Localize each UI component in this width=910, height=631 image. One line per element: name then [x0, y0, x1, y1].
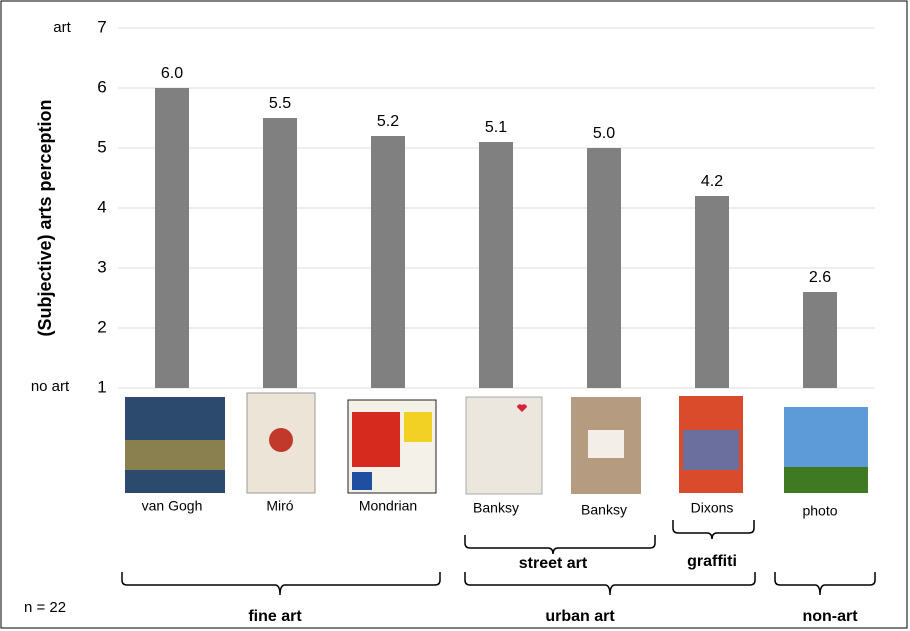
bar	[695, 196, 729, 388]
group-label: fine art	[248, 608, 302, 625]
bar	[155, 88, 189, 388]
image	[517, 404, 527, 412]
y-axis-title: (Subjective) arts perception	[35, 99, 55, 336]
y-tick-label: 2	[97, 317, 106, 336]
image	[588, 430, 624, 458]
value-label: 5.2	[377, 113, 399, 130]
group-label: non-art	[802, 608, 858, 625]
y-tick-label: 7	[97, 17, 106, 36]
y-end-label: art	[53, 19, 71, 36]
image	[125, 440, 225, 470]
y-end-label: no art	[31, 378, 70, 395]
category-label: van Gogh	[142, 498, 203, 514]
image	[246, 392, 316, 494]
bar	[479, 142, 513, 388]
value-label: 6.0	[161, 65, 183, 82]
group-label: street art	[519, 555, 588, 572]
brace	[464, 535, 656, 555]
y-tick-label: 6	[97, 77, 106, 96]
bar	[803, 292, 837, 388]
group-label: urban art	[545, 608, 615, 625]
category-label: Banksy	[581, 502, 627, 518]
image	[465, 396, 543, 495]
sample-size-note: n = 22	[24, 599, 66, 616]
value-label: 5.1	[485, 119, 507, 136]
y-tick-label: 1	[97, 377, 106, 396]
value-label: 5.5	[269, 95, 291, 112]
image	[784, 467, 868, 493]
group-label: graffiti	[687, 553, 737, 570]
value-label: 2.6	[809, 269, 831, 286]
bar	[263, 118, 297, 388]
y-tick-label: 3	[97, 257, 106, 276]
brace	[774, 572, 876, 596]
y-tick-label: 4	[97, 197, 106, 216]
category-label: Miró	[266, 498, 293, 514]
category-label: Dixons	[691, 500, 734, 516]
category-label: photo	[802, 503, 837, 519]
image	[352, 472, 372, 490]
image	[683, 430, 739, 470]
brace	[121, 572, 441, 596]
bar	[587, 148, 621, 388]
value-label: 5.0	[593, 125, 615, 142]
brace	[464, 572, 756, 596]
artwork-images	[125, 392, 868, 495]
image	[269, 428, 293, 452]
value-label: 4.2	[701, 173, 723, 190]
brace	[672, 520, 755, 540]
category-label: Mondrian	[359, 498, 417, 514]
category-label: Banksy	[473, 500, 519, 516]
y-tick-label: 5	[97, 137, 106, 156]
image	[404, 412, 432, 442]
bar	[371, 136, 405, 388]
braces	[121, 520, 876, 596]
image	[352, 412, 400, 467]
